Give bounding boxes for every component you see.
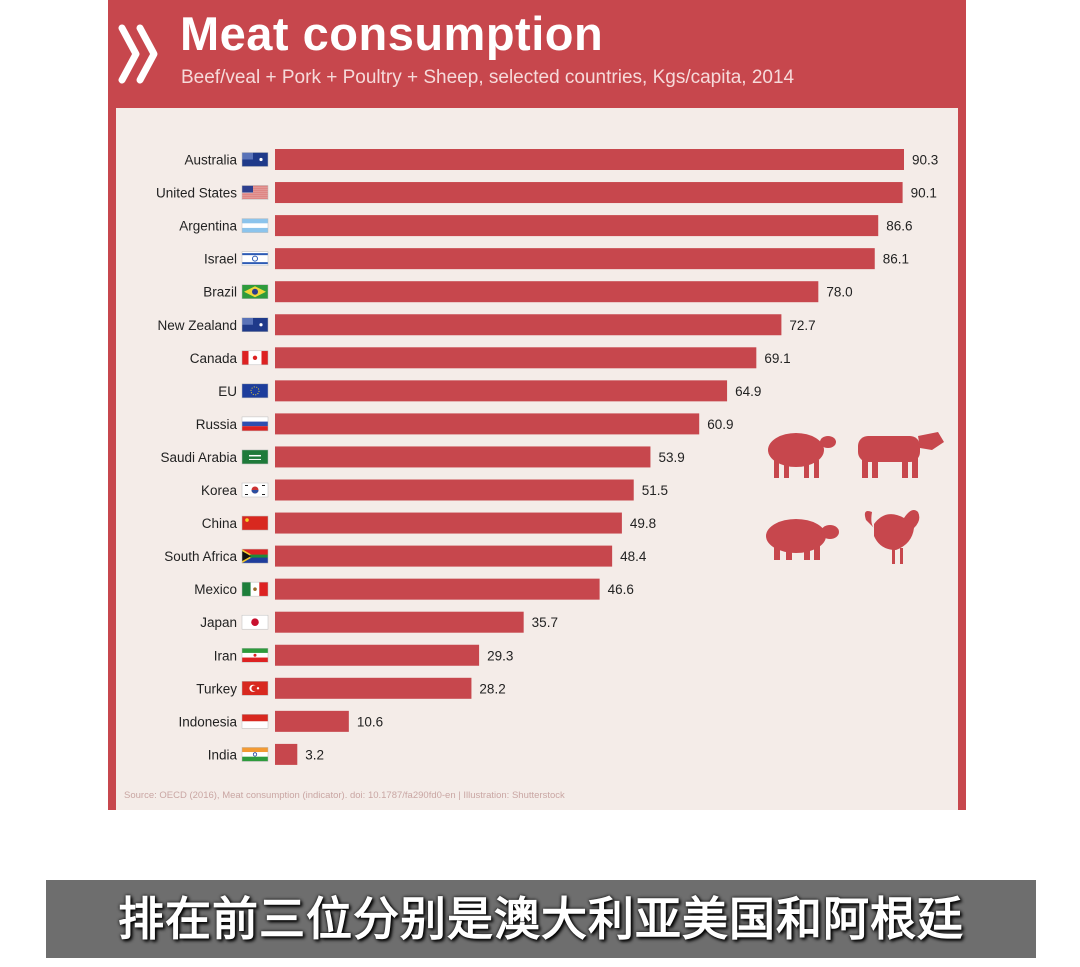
category-label: Argentina bbox=[179, 219, 237, 234]
bar bbox=[275, 479, 634, 501]
category-label: Australia bbox=[184, 153, 237, 168]
value-label: 72.7 bbox=[789, 318, 815, 333]
value-label: 86.1 bbox=[883, 252, 909, 267]
mexico-flag bbox=[241, 581, 269, 597]
category-label: Russia bbox=[196, 417, 238, 432]
category-label: China bbox=[202, 516, 238, 531]
eu-flag bbox=[241, 383, 269, 399]
bar bbox=[275, 413, 700, 435]
category-label: Japan bbox=[200, 615, 237, 630]
chart-subtitle: Beef/veal + Pork + Poultry + Sheep, sele… bbox=[181, 67, 795, 88]
value-label: 53.9 bbox=[658, 450, 684, 465]
bar bbox=[275, 215, 879, 237]
australia-flag bbox=[241, 152, 269, 167]
bar bbox=[275, 281, 819, 303]
south-africa-flag bbox=[241, 548, 269, 564]
category-label: Saudi Arabia bbox=[160, 450, 237, 465]
bar bbox=[275, 512, 622, 534]
category-label: United States bbox=[156, 186, 237, 201]
bar bbox=[275, 611, 524, 633]
india-flag bbox=[241, 747, 269, 762]
value-label: 29.3 bbox=[487, 648, 513, 663]
animal-illustrations bbox=[766, 432, 944, 564]
russia-flag bbox=[241, 416, 269, 432]
value-label: 46.6 bbox=[608, 582, 634, 597]
category-label: Turkey bbox=[196, 681, 237, 696]
new-zealand-flag bbox=[241, 317, 269, 332]
category-label: Korea bbox=[201, 483, 238, 498]
indonesia-flag bbox=[241, 714, 269, 729]
value-label: 86.6 bbox=[886, 219, 912, 234]
bar bbox=[275, 578, 600, 600]
bar bbox=[275, 545, 613, 567]
value-label: 64.9 bbox=[735, 384, 761, 399]
bar bbox=[275, 710, 349, 732]
value-label: 78.0 bbox=[826, 285, 852, 300]
china-flag bbox=[241, 515, 269, 531]
category-label: New Zealand bbox=[157, 318, 237, 333]
value-label: 10.6 bbox=[357, 714, 383, 729]
value-label: 3.2 bbox=[305, 747, 324, 762]
value-label: 35.7 bbox=[532, 615, 558, 630]
value-label: 48.4 bbox=[620, 549, 647, 564]
bar bbox=[275, 149, 904, 170]
value-label: 28.2 bbox=[479, 681, 505, 696]
bar bbox=[275, 380, 728, 402]
header: Meat consumption Beef/veal + Pork + Poul… bbox=[108, 0, 966, 108]
bar bbox=[275, 182, 903, 204]
canada-flag bbox=[241, 350, 269, 366]
turkey-flag bbox=[241, 681, 269, 696]
value-label: 60.9 bbox=[707, 417, 733, 432]
bar bbox=[275, 743, 298, 765]
value-label: 90.1 bbox=[911, 186, 937, 201]
category-label: India bbox=[208, 747, 238, 762]
chart-title: Meat consumption bbox=[180, 7, 604, 60]
value-label: 90.3 bbox=[912, 153, 938, 168]
category-label: Canada bbox=[190, 351, 238, 366]
category-label: EU bbox=[218, 384, 237, 399]
japan-flag bbox=[241, 614, 269, 630]
iran-flag bbox=[241, 648, 269, 663]
bar bbox=[275, 248, 875, 270]
bar bbox=[275, 644, 480, 666]
bar bbox=[275, 677, 472, 699]
category-label: Iran bbox=[214, 648, 237, 663]
bar bbox=[275, 314, 782, 336]
source-note: Source: OECD (2016), Meat consumption (i… bbox=[124, 790, 565, 801]
us-flag bbox=[241, 185, 269, 200]
rooster-icon bbox=[864, 510, 920, 564]
value-label: 51.5 bbox=[642, 483, 668, 498]
oecd-logo-icon bbox=[118, 24, 158, 84]
category-label: South Africa bbox=[164, 549, 237, 564]
saudi-arabia-flag bbox=[241, 449, 269, 465]
value-label: 49.8 bbox=[630, 516, 656, 531]
category-label: Indonesia bbox=[178, 714, 237, 729]
chart-panel: Australia 90.3 United States 90.1 Argentina 8… bbox=[116, 108, 958, 810]
bar bbox=[275, 347, 757, 369]
sheep-icon bbox=[768, 433, 836, 478]
infographic-card: Meat consumption Beef/veal + Pork + Poul… bbox=[108, 0, 966, 810]
argentina-flag bbox=[241, 218, 269, 233]
brazil-flag bbox=[241, 284, 269, 299]
pig-icon bbox=[766, 519, 839, 560]
category-label: Mexico bbox=[194, 582, 237, 597]
cow-icon bbox=[858, 432, 944, 478]
video-caption: 排在前三位分别是澳大利亚美国和阿根廷 bbox=[118, 892, 964, 946]
category-label: Israel bbox=[204, 252, 237, 267]
bar-chart: Australia 90.3 United States 90.1 Argentina 8… bbox=[156, 149, 938, 765]
subtitle-caption-bar: 排在前三位分别是澳大利亚美国和阿根廷 bbox=[46, 880, 1036, 958]
korea-flag bbox=[241, 482, 269, 498]
category-label: Brazil bbox=[203, 285, 237, 300]
israel-flag bbox=[241, 251, 269, 266]
bar bbox=[275, 446, 651, 468]
value-label: 69.1 bbox=[764, 351, 790, 366]
